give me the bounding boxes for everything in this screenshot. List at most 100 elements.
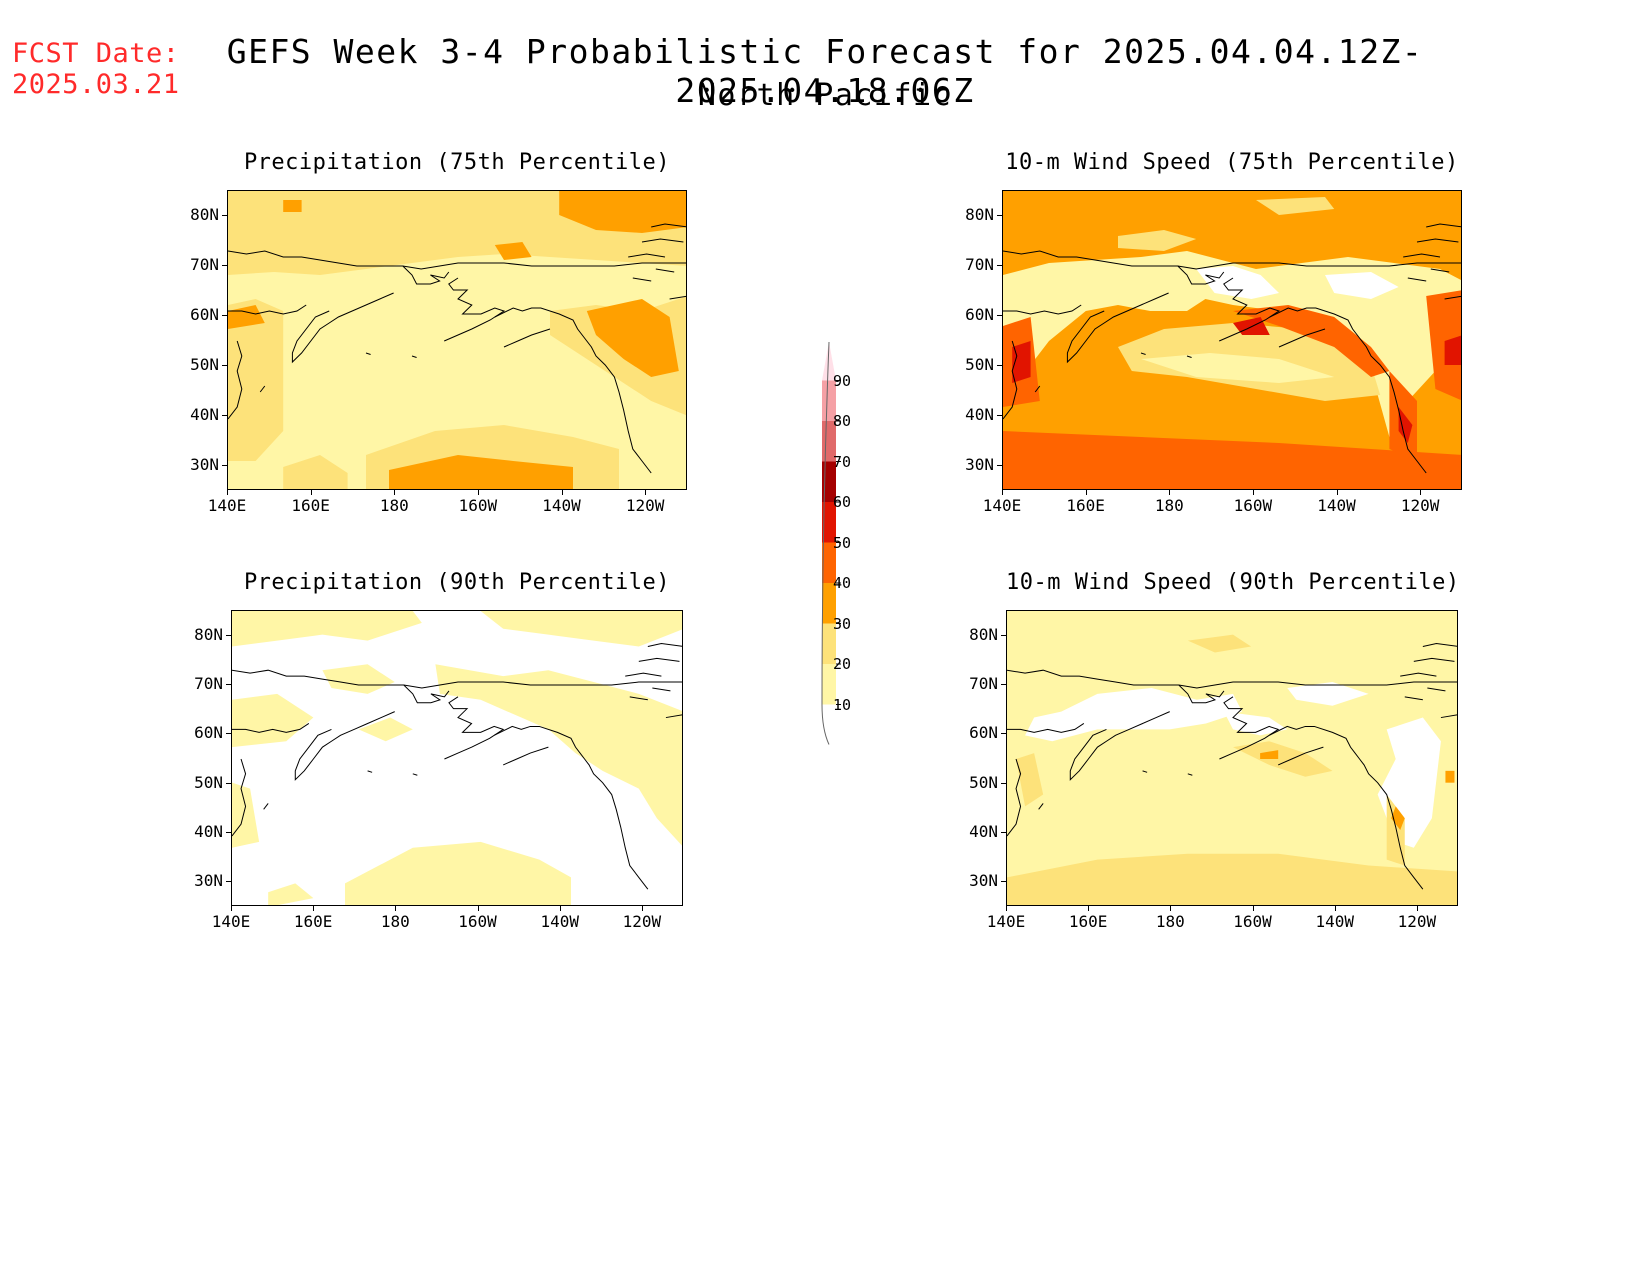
fcst-date-label: FCST Date: 2025.03.21	[12, 38, 180, 100]
contour-region	[345, 841, 571, 905]
colorbar-label: 30	[833, 614, 852, 633]
coastline	[412, 356, 417, 358]
contour-region	[1445, 770, 1455, 783]
lon-tick-label: 140W	[1317, 496, 1356, 515]
lat-tickmark	[222, 215, 227, 216]
lon-tickmark	[1170, 906, 1172, 911]
coastline	[651, 224, 687, 227]
map-precip-90	[231, 610, 683, 906]
coastline	[1405, 697, 1423, 700]
page-title: GEFS Week 3-4 Probabilistic Forecast for…	[226, 32, 1424, 110]
lon-tickmark	[641, 906, 643, 911]
lon-tickmark	[1252, 490, 1254, 495]
contour-field	[1003, 191, 1462, 489]
lon-tick-label: 160W	[458, 496, 498, 515]
coastline	[1179, 685, 1224, 703]
lon-tick-label: 140E	[211, 912, 251, 931]
fcst-label: FCST Date:	[12, 38, 180, 69]
colorbar-segment	[822, 704, 836, 745]
lon-tickmark	[561, 490, 563, 495]
lon-tick-label: 180	[1155, 912, 1185, 931]
colorbar-label: 80	[833, 412, 852, 430]
contour-region	[1007, 853, 1457, 905]
contour-field	[1007, 611, 1458, 905]
contour-region	[268, 883, 314, 905]
coastline	[228, 305, 306, 314]
panel-precip-75: Precipitation (75th Percentile) 80N 70N 60…	[190, 150, 687, 515]
coastline	[656, 269, 674, 272]
lat-tickmark	[997, 465, 1002, 466]
colorbar-label: 20	[833, 655, 852, 673]
lat-tickmark	[222, 265, 227, 266]
colorbar-label: 10	[833, 695, 852, 714]
coastline	[366, 353, 371, 355]
lon-tickmark	[1088, 906, 1090, 911]
lon-tick-label: 180	[1154, 496, 1184, 515]
lat-tick-label: 80N	[969, 624, 998, 644]
contour-region	[1391, 806, 1405, 831]
coastline	[1408, 278, 1426, 281]
map-precip-75	[227, 190, 687, 490]
coastline	[625, 673, 661, 676]
coastline	[264, 803, 269, 809]
coastline	[1279, 329, 1325, 347]
coastline	[504, 329, 550, 347]
lon-tickmark	[394, 490, 396, 495]
coastline	[413, 774, 418, 775]
lon-tickmark	[1085, 490, 1087, 495]
lon-tick-label: 120W	[622, 912, 662, 931]
lat-tickmark	[226, 733, 231, 735]
lat-tickmark	[226, 881, 231, 883]
map-wind-90	[1006, 610, 1458, 906]
coastline	[630, 697, 648, 700]
lat-tick-label: 70N	[965, 255, 994, 274]
contour-region	[283, 455, 348, 489]
colorbar-segment	[822, 542, 836, 583]
lat-tickmark	[226, 634, 231, 636]
lon-tickmark	[645, 490, 647, 495]
coastline	[260, 386, 265, 392]
coastline	[1178, 266, 1224, 284]
coastline	[1143, 771, 1148, 772]
lat-tick-label: 30N	[969, 871, 998, 891]
lat-tick-label: 70N	[194, 674, 223, 693]
coastline	[1441, 715, 1458, 718]
lat-tick-label: 50N	[194, 772, 223, 792]
contour-region	[1003, 431, 1461, 489]
colorbar-outline	[821, 341, 830, 745]
coastline	[1039, 803, 1044, 809]
contour-region	[232, 693, 314, 748]
lat-tick-label: 30N	[194, 871, 223, 891]
coastline	[670, 296, 687, 299]
lon-tickmark	[1336, 490, 1338, 495]
colorbar-label: 40	[833, 574, 852, 592]
coastline	[1067, 293, 1168, 362]
coastline	[1423, 644, 1458, 647]
lon-tickmark	[1169, 490, 1171, 495]
lat-tick-label: 60N	[194, 723, 223, 743]
lat-tickmark	[1001, 684, 1006, 685]
lat-tickmark	[1001, 881, 1006, 883]
coastline	[1141, 353, 1146, 355]
colorbar-label: 70	[833, 452, 852, 471]
lon-tick-label: 160W	[458, 912, 497, 931]
contour-region	[1025, 687, 1243, 742]
lon-tick-label: 160E	[293, 912, 333, 931]
coastline	[494, 726, 648, 889]
colorbar-segment	[822, 342, 836, 381]
coastline	[639, 658, 680, 661]
region-subtitle: North Pacific	[697, 78, 953, 113]
colorbar-label: 60	[833, 493, 852, 511]
coastline	[1426, 224, 1462, 227]
colorbar-label: 50	[833, 533, 852, 552]
contour-region	[1016, 753, 1044, 807]
contour-region	[1325, 272, 1399, 299]
contour-region	[322, 664, 395, 694]
coastline	[1414, 658, 1455, 661]
coastline	[1003, 251, 1462, 269]
contour-region	[1187, 634, 1252, 653]
lon-tick-label: 140W	[1315, 912, 1354, 931]
lat-tick-label: 30N	[190, 455, 219, 474]
coastline	[228, 341, 242, 419]
contour-region	[494, 242, 532, 260]
